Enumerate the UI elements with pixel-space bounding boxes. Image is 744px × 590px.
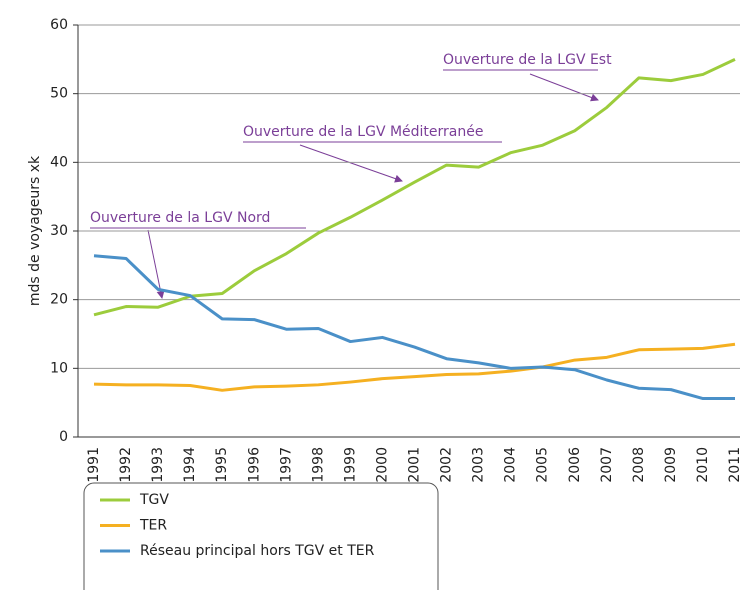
x-tick-label: 2005 (535, 447, 551, 483)
x-tick-label: 2009 (663, 447, 679, 483)
annotation-arrow (529, 73, 599, 102)
y-tick-label: 40 (50, 154, 68, 170)
y-tick-label: 60 (50, 17, 68, 33)
x-tick-label: 1994 (182, 447, 198, 483)
series-line (93, 254, 735, 401)
x-tick-label: 1998 (310, 447, 326, 483)
y-tick-label: 0 (59, 429, 68, 445)
legend-label: TER (139, 518, 167, 534)
x-tick-label: 1996 (246, 447, 262, 483)
series-line (93, 57, 736, 317)
x-tick-label: 1997 (278, 447, 294, 483)
legend-label: TGV (139, 492, 169, 508)
annotation-arrow (147, 229, 165, 299)
series-line (93, 342, 736, 392)
x-tick-label: 2008 (631, 447, 647, 483)
x-tick-label: 1991 (86, 447, 102, 483)
x-tick-label: 1995 (214, 447, 230, 483)
y-axis-label: mds de voyageurs xk (27, 155, 43, 306)
y-tick-label: 30 (50, 223, 68, 239)
x-tick-label: 2004 (503, 447, 519, 483)
y-tick-label: 10 (50, 360, 68, 376)
x-tick-label: 2007 (599, 447, 615, 483)
annotation-arrow (299, 144, 403, 183)
x-tick-label: 2011 (727, 447, 743, 483)
x-tick-label: 2002 (439, 447, 455, 483)
x-tick-label: 1993 (150, 447, 166, 483)
annotation: Ouverture de la LGV Est (443, 52, 612, 68)
y-tick-label: 50 (50, 86, 68, 102)
x-tick-label: 2006 (567, 447, 583, 483)
x-tick-label: 2010 (695, 447, 711, 483)
x-tick-label: 1992 (118, 447, 134, 483)
annotation: Ouverture de la LGV Méditerranée (243, 124, 483, 140)
x-tick-label: 2003 (471, 447, 487, 483)
x-tick-label: 2001 (407, 447, 423, 483)
x-tick-label: 1999 (342, 447, 358, 483)
y-tick-label: 20 (50, 292, 68, 308)
legend-label: Réseau principal hors TGV et TER (140, 543, 375, 559)
x-tick-label: 2000 (374, 447, 390, 483)
legend-box (83, 482, 439, 590)
annotation: Ouverture de la LGV Nord (90, 210, 270, 226)
